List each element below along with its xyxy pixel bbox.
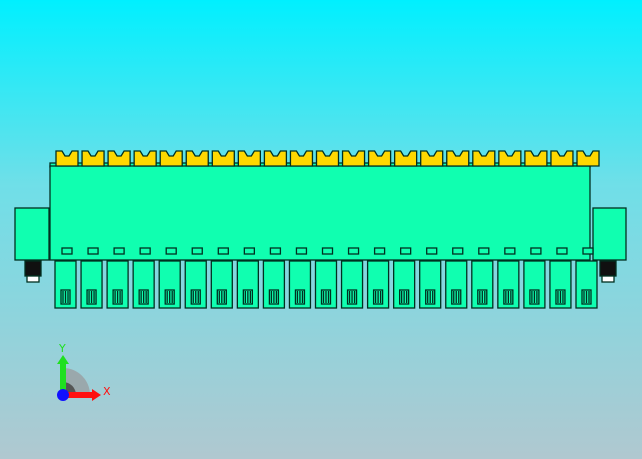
pin-cap	[315, 150, 340, 167]
pin-cap	[524, 150, 548, 167]
pin-cap	[420, 150, 444, 167]
pin-cap	[211, 150, 235, 167]
pin-cap	[367, 150, 392, 167]
pin-cap	[81, 150, 105, 167]
pin-housing	[497, 260, 520, 309]
latch-window	[504, 247, 516, 255]
pin-housing	[262, 260, 286, 309]
right-mounting-tab	[592, 207, 627, 261]
x-axis-arrow	[64, 392, 94, 398]
pin-housing	[340, 260, 364, 309]
connector-model	[14, 150, 627, 309]
pin-housing	[366, 260, 390, 309]
pin-housing	[132, 260, 155, 309]
pin-cap	[576, 150, 600, 167]
latch-window	[139, 247, 151, 255]
right-screw-thread	[599, 260, 617, 277]
latch-window	[217, 247, 229, 255]
y-axis-label: Y	[58, 342, 66, 355]
right-screw-tip	[601, 275, 615, 283]
pin-housing	[106, 260, 129, 309]
latch-window	[347, 247, 360, 255]
pin-cap	[472, 150, 496, 167]
pin-housing	[419, 260, 442, 309]
pin-housing	[471, 260, 494, 309]
pin-housing	[314, 260, 338, 309]
x-arrowhead	[92, 389, 101, 401]
pin-cap	[133, 150, 157, 167]
latch-window	[295, 247, 308, 255]
y-arrowhead	[57, 355, 69, 364]
pin-housing	[392, 260, 416, 309]
pin-housing	[80, 260, 103, 309]
y-axis-arrow	[60, 362, 66, 394]
latch-window	[87, 247, 99, 255]
pin-housing	[184, 260, 207, 309]
latch-window	[452, 247, 464, 255]
latch-window	[191, 247, 203, 255]
pin-cap	[55, 150, 79, 167]
pin-cap	[237, 150, 261, 167]
pin-housing	[158, 260, 181, 309]
latch-window	[426, 247, 438, 255]
left-screw-thread	[24, 260, 42, 277]
pin-housing	[575, 260, 598, 309]
latch-window	[530, 247, 542, 255]
pin-cap	[446, 150, 470, 167]
axis-triad: Y X Z	[57, 342, 111, 401]
latch-window	[243, 247, 256, 255]
latch-window	[373, 247, 386, 255]
pin-housing	[445, 260, 468, 309]
pin-cap	[185, 150, 209, 167]
pin-housing	[523, 260, 546, 309]
latch-window	[165, 247, 177, 255]
pin-cap	[550, 150, 574, 167]
pin-cap	[341, 150, 366, 167]
pin-housing	[210, 260, 233, 309]
latch-window	[399, 247, 412, 255]
latch-window	[582, 247, 594, 255]
pin-cap	[107, 150, 131, 167]
pin-housing	[288, 260, 312, 309]
pin-cap	[263, 150, 288, 167]
pin-cap	[289, 150, 314, 167]
latch-window	[321, 247, 334, 255]
pin-housing	[236, 260, 260, 309]
connector-body	[49, 165, 591, 261]
pin-housing	[54, 260, 77, 309]
pin-cap	[394, 150, 418, 167]
z-axis-dot	[57, 389, 69, 401]
z-axis-label: Z	[60, 382, 66, 392]
latch-window	[269, 247, 282, 255]
left-mounting-tab	[14, 207, 50, 261]
latch-window	[478, 247, 490, 255]
latch-window	[61, 247, 73, 255]
latch-window	[556, 247, 568, 255]
latch-window	[113, 247, 125, 255]
pin-cap	[159, 150, 183, 167]
left-screw-tip	[26, 275, 40, 283]
x-axis-label: X	[103, 385, 111, 398]
pin-housing	[549, 260, 572, 309]
pin-cap	[498, 150, 522, 167]
